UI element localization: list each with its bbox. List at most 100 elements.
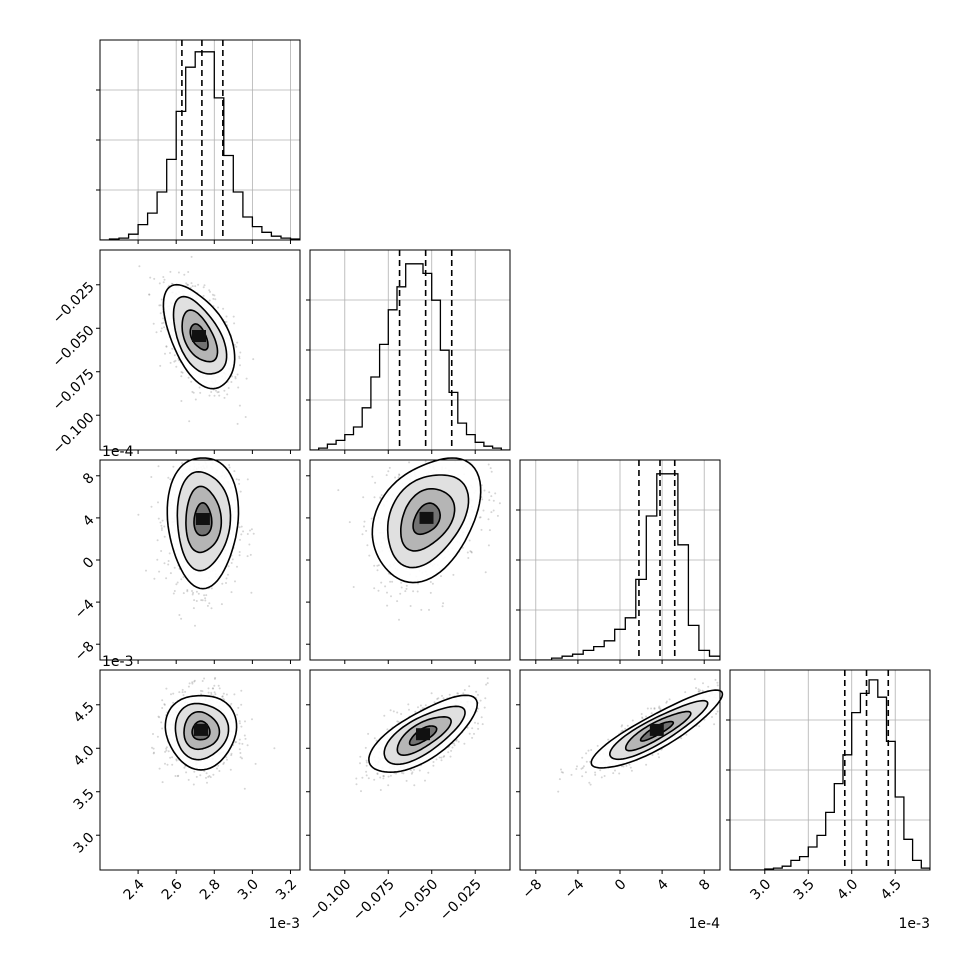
- scatter-point: [238, 526, 241, 529]
- scatter-point: [161, 707, 164, 709]
- scatter-point: [181, 371, 184, 374]
- scatter-point: [480, 528, 483, 531]
- scatter-point: [411, 771, 414, 774]
- scatter-point: [182, 592, 185, 595]
- scatter-point: [489, 467, 492, 470]
- scatter-point: [237, 386, 240, 389]
- scatter-panel-p3-p4: −8 −4 0 4 8: [516, 669, 724, 902]
- scatter-point: [160, 721, 163, 724]
- scatter-point: [481, 723, 484, 726]
- scatter-point: [230, 562, 233, 564]
- scatter-point: [161, 519, 164, 522]
- scatter-point: [180, 371, 183, 373]
- scatter-point: [396, 711, 399, 714]
- scatter-point: [209, 776, 212, 779]
- scatter-point: [233, 343, 236, 346]
- scatter-point: [408, 708, 410, 711]
- scatter-point: [169, 756, 172, 759]
- scatter-point: [442, 697, 445, 700]
- scatter-point: [209, 290, 211, 293]
- scatter-point: [163, 562, 166, 565]
- scatter-point: [221, 582, 224, 585]
- scatter-point: [388, 466, 391, 469]
- scatter-point: [427, 771, 430, 774]
- scatter-point: [492, 509, 495, 512]
- scatter-point: [138, 265, 141, 268]
- scatter-point: [471, 736, 474, 739]
- scatter-point: [366, 544, 369, 547]
- x-tick-label: −0.075: [350, 876, 398, 924]
- scatter-point: [190, 380, 193, 383]
- scatter-point: [590, 749, 593, 751]
- scatter-point: [405, 779, 408, 782]
- scatter-point: [207, 775, 210, 778]
- scatter-point: [470, 550, 473, 553]
- scatter-point: [238, 738, 241, 741]
- scatter-point: [359, 762, 361, 765]
- scatter-point: [383, 714, 386, 717]
- scatter-point: [246, 555, 249, 558]
- scatter-point: [218, 770, 221, 772]
- scatter-point: [471, 727, 474, 730]
- scatter-point: [657, 752, 660, 755]
- scatter-point: [457, 692, 460, 695]
- scatter-point: [241, 757, 243, 760]
- scatter-point: [363, 520, 366, 523]
- scatter-point: [202, 294, 205, 297]
- scatter-point: [208, 289, 211, 292]
- scatter-point: [220, 603, 223, 606]
- scatter-point: [486, 677, 489, 680]
- scatter-point: [182, 694, 185, 697]
- scatter-point: [386, 728, 389, 731]
- scatter-point: [440, 575, 442, 578]
- scatter-point: [242, 530, 245, 533]
- scatter-point: [614, 769, 616, 772]
- scatter-point: [245, 377, 248, 380]
- scatter-point: [469, 550, 472, 553]
- scatter-point: [405, 584, 408, 587]
- scatter-point: [365, 774, 368, 777]
- scatter-point: [373, 737, 376, 740]
- scatter-point: [156, 735, 159, 738]
- scatter-point: [463, 742, 466, 745]
- scatter-point: [238, 478, 240, 481]
- scatter-point: [428, 608, 430, 611]
- scatter-point: [488, 499, 491, 502]
- scatter-point: [203, 677, 206, 680]
- scatter-point: [429, 581, 432, 583]
- scatter-point: [252, 358, 255, 361]
- scatter-point: [222, 692, 225, 695]
- scatter-point: [424, 779, 426, 782]
- scatter-point: [490, 511, 493, 514]
- scatter-point: [482, 509, 485, 512]
- scatter-point: [201, 680, 204, 682]
- scatter-point: [161, 322, 164, 325]
- scatter-point: [630, 769, 633, 772]
- scatter-point: [413, 784, 416, 787]
- scatter-point: [236, 565, 238, 568]
- scatter-point: [181, 688, 184, 691]
- scatter-point: [191, 285, 194, 288]
- scatter-point: [192, 391, 195, 394]
- scatter-point: [440, 756, 443, 759]
- histogram-step: [310, 263, 510, 450]
- scatter-point: [180, 578, 183, 581]
- scatter-point: [441, 605, 444, 608]
- scatter-point: [387, 470, 390, 473]
- scatter-point: [452, 573, 455, 576]
- scatter-point: [210, 607, 213, 610]
- scatter-point: [361, 533, 364, 536]
- scatter-point: [461, 546, 464, 549]
- scatter-point: [161, 699, 164, 702]
- scatter-point: [175, 365, 178, 368]
- scatter-point: [191, 390, 194, 393]
- scatter-point: [481, 498, 484, 501]
- scatter-point: [163, 326, 166, 329]
- scatter-point: [225, 320, 228, 323]
- scatter-point: [150, 505, 153, 508]
- scatter-point: [376, 564, 379, 567]
- density-peak: [194, 723, 208, 736]
- scatter-point: [386, 604, 389, 607]
- scatter-point: [173, 590, 176, 592]
- x-tick-label: 3.0: [235, 876, 262, 903]
